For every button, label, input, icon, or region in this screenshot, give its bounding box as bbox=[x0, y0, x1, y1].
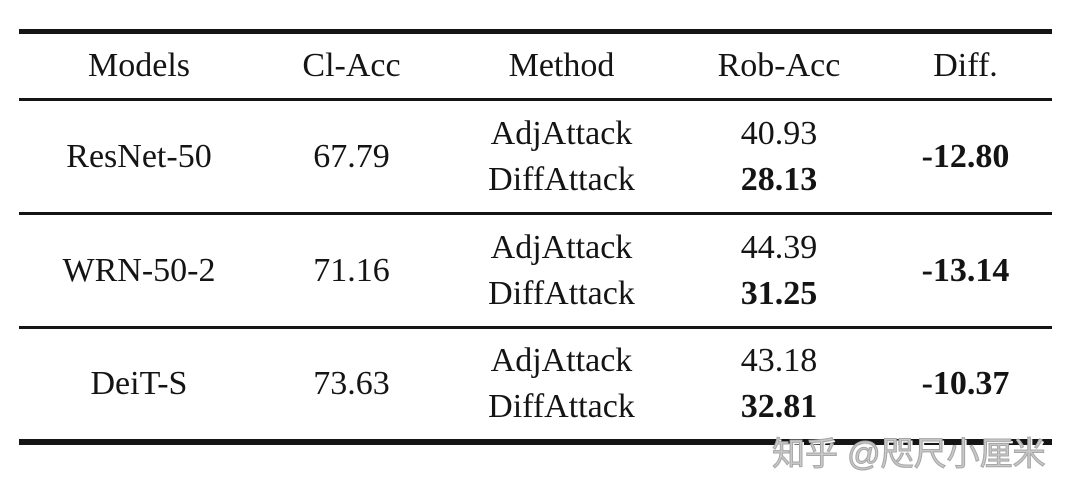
table-row-resnet50: ResNet-50 67.79 AdjAttack DiffAttack 40.… bbox=[19, 100, 1052, 214]
method-diffattack: DiffAttack bbox=[488, 387, 635, 425]
method-diffattack: DiffAttack bbox=[488, 274, 635, 312]
robust-accuracy-cell: 40.93 28.13 bbox=[679, 100, 879, 214]
header-row: Models Cl-Acc Method Rob-Acc Diff. bbox=[19, 32, 1052, 100]
clean-accuracy: 67.79 bbox=[313, 137, 390, 175]
header-method: Method bbox=[508, 47, 615, 84]
clean-accuracy: 73.63 bbox=[313, 364, 390, 402]
method-diffattack: DiffAttack bbox=[488, 160, 635, 198]
method-adjattack: AdjAttack bbox=[490, 341, 633, 379]
method-cell: AdjAttack DiffAttack bbox=[444, 328, 679, 442]
header-cl-acc: Cl-Acc bbox=[302, 47, 401, 84]
model-name: ResNet-50 bbox=[66, 137, 212, 175]
table-row-wrn502: WRN-50-2 71.16 AdjAttack DiffAttack 44.3… bbox=[19, 214, 1052, 328]
diff-value: -10.37 bbox=[921, 364, 1010, 402]
method-cell: AdjAttack DiffAttack bbox=[444, 100, 679, 214]
diff-value: -12.80 bbox=[921, 137, 1010, 175]
diff-value: -13.14 bbox=[921, 251, 1010, 289]
rob-acc-diffattack: 32.81 bbox=[740, 387, 818, 425]
zhihu-watermark: 知乎 @咫尺小厘米 bbox=[772, 435, 1047, 473]
model-name: DeiT-S bbox=[90, 364, 188, 402]
results-table: Models Cl-Acc Method Rob-Acc Diff. ResNe… bbox=[19, 29, 1052, 445]
header-diff: Diff. bbox=[933, 47, 998, 84]
rob-acc-adjattack: 43.18 bbox=[740, 341, 818, 379]
rob-acc-diffattack: 31.25 bbox=[740, 274, 818, 312]
robust-accuracy-cell: 44.39 31.25 bbox=[679, 214, 879, 328]
rob-acc-adjattack: 44.39 bbox=[740, 228, 818, 266]
rob-acc-adjattack: 40.93 bbox=[740, 114, 818, 152]
clean-accuracy: 71.16 bbox=[313, 251, 390, 289]
method-adjattack: AdjAttack bbox=[490, 114, 633, 152]
robust-accuracy-cell: 43.18 32.81 bbox=[679, 328, 879, 442]
model-name: WRN-50-2 bbox=[62, 251, 216, 289]
method-adjattack: AdjAttack bbox=[490, 228, 633, 266]
rob-acc-diffattack: 28.13 bbox=[740, 160, 818, 198]
header-rob-acc: Rob-Acc bbox=[717, 47, 841, 84]
table-row-deits: DeiT-S 73.63 AdjAttack DiffAttack 43.18 … bbox=[19, 328, 1052, 442]
header-models: Models bbox=[88, 47, 190, 84]
method-cell: AdjAttack DiffAttack bbox=[444, 214, 679, 328]
